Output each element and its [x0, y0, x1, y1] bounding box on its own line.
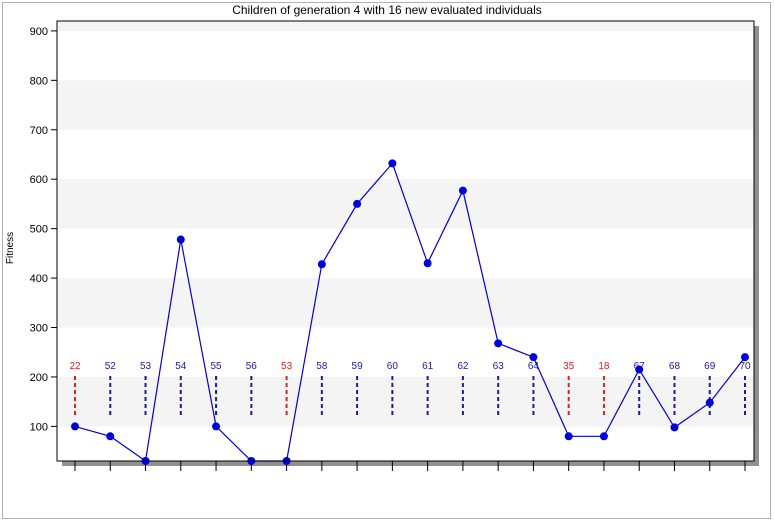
data-point — [106, 432, 115, 441]
y-tick-label: 200 — [30, 372, 48, 384]
drop-lines — [74, 376, 746, 418]
data-point — [741, 353, 749, 362]
point-label: 35 — [563, 361, 575, 372]
data-point — [388, 159, 397, 168]
point-label: 22 — [69, 361, 81, 372]
data-point — [564, 432, 573, 441]
y-tick-label: 900 — [30, 26, 48, 38]
y-tick-label: 600 — [30, 174, 48, 186]
grid-band — [58, 376, 753, 427]
point-label: 68 — [669, 361, 681, 372]
data-point — [212, 422, 221, 431]
series-line — [74, 162, 746, 463]
y-axis-label: Fitness — [5, 232, 16, 264]
point-label: 69 — [704, 361, 716, 372]
point-label: 52 — [105, 361, 117, 372]
point-label: 59 — [352, 361, 364, 372]
point-label: 58 — [316, 361, 328, 372]
y-tick-label: 500 — [30, 224, 48, 236]
data-point — [176, 235, 185, 244]
y-tick-label: 300 — [30, 323, 48, 335]
point-label: 62 — [457, 361, 469, 372]
plot-border — [56, 20, 755, 462]
point-label: 70 — [739, 361, 751, 372]
data-point — [670, 423, 679, 432]
point-label: 18 — [598, 361, 610, 372]
data-point — [494, 339, 503, 348]
y-tick-label: 800 — [30, 75, 48, 87]
data-point — [458, 186, 467, 195]
data-point — [353, 199, 362, 208]
y-axis: 100 200 300 400 500 600 700 800 900 — [30, 26, 57, 433]
point-label: 55 — [210, 361, 222, 372]
data-point — [635, 365, 644, 374]
data-point — [599, 432, 608, 441]
point-label: 53 — [281, 361, 293, 372]
data-point — [529, 353, 538, 362]
point-label: 61 — [422, 361, 434, 372]
grid-band — [58, 80, 753, 130]
point-label: 63 — [493, 361, 505, 372]
y-tick-label: 100 — [30, 421, 48, 433]
data-point — [423, 259, 432, 268]
y-tick-label: 700 — [30, 125, 48, 137]
data-point — [71, 422, 79, 431]
point-label: 54 — [175, 361, 187, 372]
grid-band — [58, 278, 753, 328]
fitness-series — [71, 159, 749, 465]
y-tick-label: 400 — [30, 273, 48, 285]
grid-band — [58, 21, 753, 31]
grid-band — [58, 179, 753, 229]
data-point — [705, 398, 714, 407]
data-point — [317, 260, 326, 269]
point-label: 64 — [528, 361, 540, 372]
x-axis — [74, 461, 746, 471]
chart-title: Children of generation 4 with 16 new eva… — [232, 3, 542, 17]
point-label: 53 — [140, 361, 152, 372]
point-label: 60 — [387, 361, 399, 372]
point-label: 56 — [246, 361, 258, 372]
